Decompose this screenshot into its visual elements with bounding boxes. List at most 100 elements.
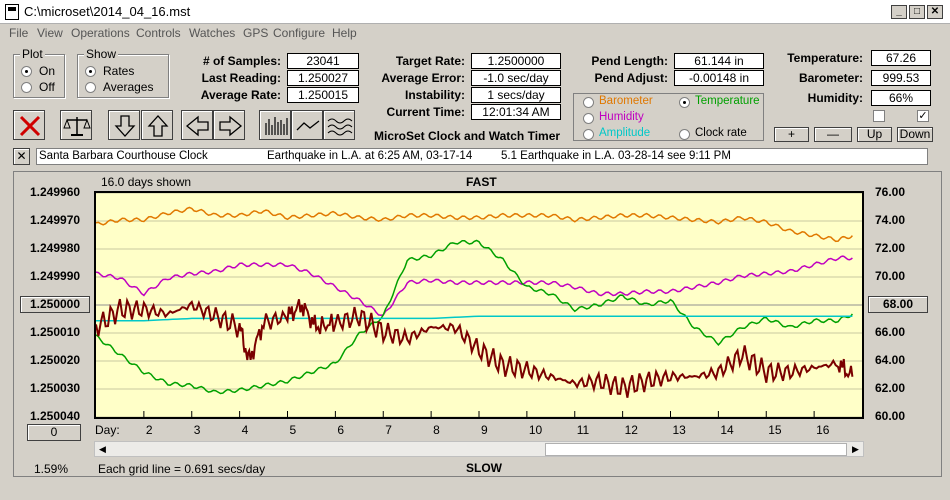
y-left-tick-label: 1.250010 [30,325,81,339]
balance-button[interactable] [60,110,92,140]
scroll-left-icon[interactable]: ◀ [99,444,106,454]
scroll-thumb[interactable] [545,443,847,456]
time-scrollbar[interactable]: ◀ ▶ [94,441,864,457]
fast-label: FAST [466,175,497,189]
minimize-button[interactable]: _ [891,5,907,19]
note-clock-name: Santa Barbara Courthouse Clock [39,150,208,162]
pend-adjust-field[interactable]: -0.00148 in [674,70,764,86]
pend-length-label: Pend Length: [591,54,668,68]
day-tick-label: 14 [720,423,734,437]
bar-graph-button[interactable] [259,110,291,140]
y-right-tick-label: 62.00 [875,381,906,395]
right-value-button[interactable]: 68.00 [868,296,928,313]
y-left-tick-label: 1.249970 [30,213,81,227]
menu-operations[interactable]: Operations [71,26,130,40]
plus-button[interactable]: + [774,127,809,142]
series-amplitude [96,315,853,322]
option-checkbox-2[interactable]: ✓ [917,110,929,122]
y-right-tick-label: 72.00 [875,241,906,255]
pend-adjust-label: Pend Adjust: [594,71,668,85]
current-time-field: 12:01:34 AM [471,104,561,120]
left-arrow-icon [185,115,209,137]
target-rate-field[interactable]: 1.2500000 [471,53,561,69]
menu-help[interactable]: Help [332,26,357,40]
barometer-label: Barometer: [798,71,863,85]
day-tick-label: 11 [576,423,590,437]
temperature-radio[interactable] [679,97,690,108]
y-left-tick-label: 1.250030 [30,381,81,395]
clock-rate-option: Clock rate [695,127,747,139]
window-title: C:\microset\2014_04_16.mst [24,4,191,19]
series-temperature [95,239,853,395]
clock-rate-radio[interactable] [679,129,690,140]
plot-group-title: Plot [20,47,45,61]
scroll-right-icon[interactable]: ▶ [852,444,859,454]
show-group-title: Show [84,47,119,61]
averages-radio[interactable] [85,82,96,93]
amplitude-radio[interactable] [583,129,594,140]
menu-view[interactable]: View [37,26,63,40]
option-checkbox-1[interactable] [873,110,885,122]
day-tick-label: 13 [672,423,686,437]
humidity-option: Humidity [599,111,644,123]
down-arrow-button[interactable] [108,110,140,140]
amplitude-option: Amplitude [599,127,651,139]
pend-length-field[interactable]: 61.144 in [674,53,764,69]
right-arrow-button[interactable] [213,110,245,140]
y-left-tick-label: 1.249980 [30,241,81,255]
plot-on-radio[interactable] [21,66,32,77]
barometer-radio[interactable] [583,97,594,108]
series-barometer [95,206,853,243]
show-group: Show [77,47,169,98]
up-button[interactable]: Up [857,127,892,142]
minus-button[interactable]: — [814,127,852,142]
up-arrow-icon [147,115,169,137]
plot-group: Plot [13,47,65,98]
zero-button[interactable]: 0 [27,424,81,441]
temperature-option: Temperature [695,95,760,107]
day-tick-label: 6 [337,423,345,437]
menu-watches[interactable]: Watches [189,26,236,40]
average-rate-field: 1.250015 [287,87,359,103]
left-arrow-button[interactable] [181,110,213,140]
note-earthquake-1: Earthquake in L.A. at 6:25 AM, 03-17-14 [267,150,473,162]
line-graph-icon [296,120,320,131]
target-rate-label: Target Rate: [395,54,465,68]
up-arrow-button[interactable] [141,110,173,140]
right-arrow-icon [219,115,243,137]
menu-controls[interactable]: Controls [136,26,181,40]
notes-field[interactable]: Santa Barbara Courthouse Clock Earthquak… [36,148,928,165]
humidity-radio[interactable] [583,113,594,124]
day-tick-label: 5 [289,423,297,437]
day-tick-label: 2 [145,423,153,437]
down-button[interactable]: Down [897,127,933,142]
plot-off-label: Off [39,80,55,94]
day-tick-label: 8 [433,423,440,437]
menu-configure[interactable]: Configure [273,26,326,40]
wave-graph-button[interactable] [323,110,355,140]
temperature-field: 67.26 [871,50,931,66]
rates-radio[interactable] [85,66,96,77]
delete-button[interactable] [13,110,45,140]
left-value-button[interactable]: 1.250000 [20,296,90,313]
rate-chart [95,192,862,418]
instability-field: 1 secs/day [471,87,561,103]
y-left-tick-label: 1.249990 [30,269,81,283]
menu-gps[interactable]: GPS [243,26,269,40]
close-button[interactable]: ✕ [927,5,943,19]
y-right-tick-label: 76.00 [875,185,906,199]
bar-graph-icon [265,117,288,135]
day-tick-label: 3 [193,423,201,437]
chart-plot-area[interactable] [94,191,864,419]
delete-icon [19,115,41,137]
menu-file[interactable]: File [9,26,29,40]
plot-off-radio[interactable] [21,82,32,93]
averages-label: Averages [103,80,154,94]
slow-label: SLOW [466,461,502,475]
y-left-tick-label: 1.250020 [30,353,81,367]
line-graph-button[interactable] [291,110,323,140]
day-tick-label: 16 [816,423,830,437]
maximize-button[interactable]: □ [909,5,925,19]
clear-notes-button[interactable]: ✕ [13,148,30,165]
y-right-tick-label: 74.00 [875,213,906,227]
